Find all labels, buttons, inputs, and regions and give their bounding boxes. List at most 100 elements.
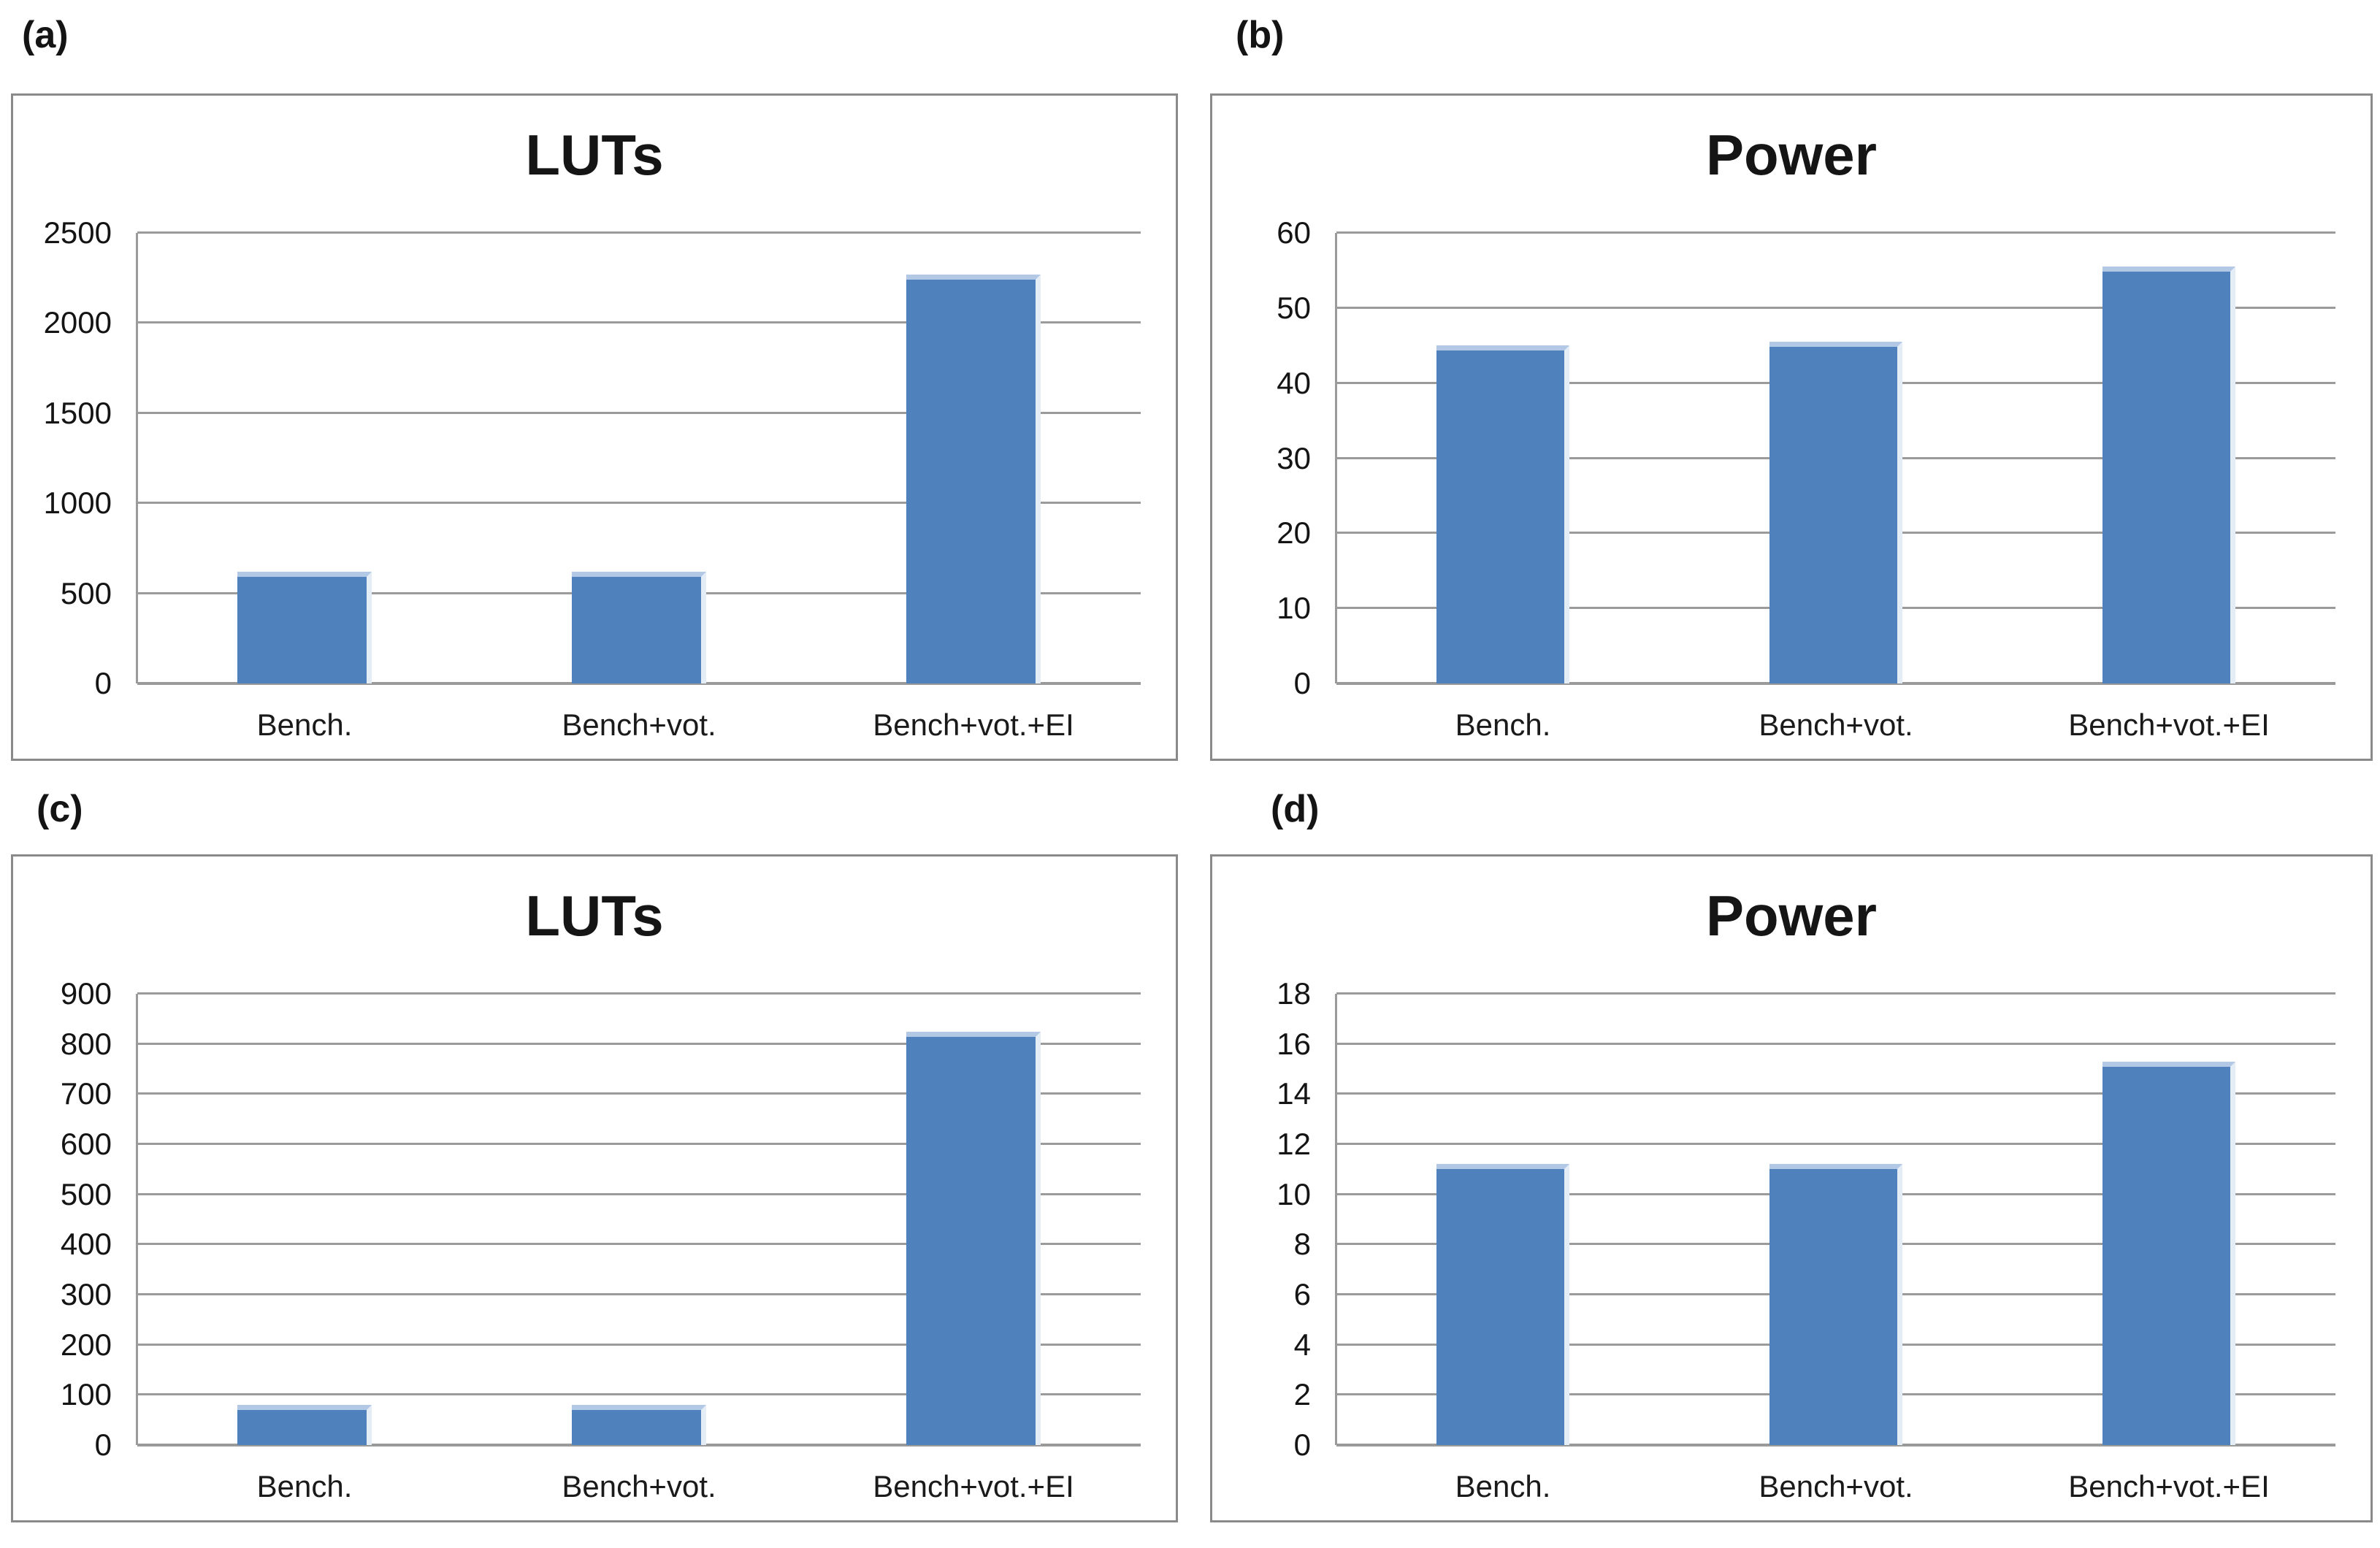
y-tick-label: 18 (1277, 976, 1311, 1011)
x-axis-label: Bench+vot.+EI (873, 1469, 1074, 1503)
y-tick-label: 500 (60, 575, 112, 610)
chart-title: Power (1705, 123, 1878, 187)
gridline (137, 1343, 1141, 1346)
chart-panel-c-luts: LUTs 0 100 200 300 400 500 600 700 800 900 Bench. Be… (11, 854, 1178, 1522)
gridline (1336, 992, 2335, 995)
x-axis-label: Bench. (1455, 708, 1551, 742)
gridline (1336, 1143, 2335, 1145)
bar-bench-vot- (572, 571, 706, 683)
bar-bench-vot- (1769, 1164, 1903, 1445)
gridline (137, 411, 1141, 414)
y-tick-label: 0 (1293, 666, 1311, 700)
x-axis-label: Bench+vot.+EI (2068, 1469, 2270, 1503)
bar-bench-vot- (572, 1405, 706, 1445)
gridline (137, 1393, 1141, 1396)
bar-bench-vot-ei (906, 1031, 1041, 1445)
y-axis-line (1335, 233, 1337, 683)
x-axis-label: Bench+vot.+EI (2068, 708, 2270, 742)
y-tick-label: 100 (60, 1377, 112, 1412)
chart-panel-b-power: Power 0 10 20 30 40 50 60 Bench. Bench+vot. Bench+… (1210, 93, 2373, 761)
y-tick-label: 6 (1293, 1277, 1311, 1311)
x-axis-label: Bench. (256, 708, 353, 742)
y-tick-label: 20 (1277, 516, 1311, 551)
y-tick-label: 12 (1277, 1127, 1311, 1161)
y-tick-label: 800 (60, 1026, 112, 1061)
y-tick-label: 0 (1293, 1428, 1311, 1462)
bar-bench-vot-ei (2102, 267, 2236, 683)
y-tick-label: 60 (1277, 215, 1311, 250)
y-tick-label: 14 (1277, 1076, 1311, 1111)
y-tick-label: 0 (94, 666, 112, 700)
bar-bench-vot-ei (2102, 1061, 2236, 1445)
y-tick-label: 30 (1277, 440, 1311, 475)
plot-area (1335, 992, 2335, 1447)
chart-panel-d-power: Power 0 2 4 6 8 10 12 14 16 18 Bench. Bench+vot. Benc… (1210, 854, 2373, 1522)
y-tick-label: 2500 (43, 215, 112, 250)
gridline (137, 1042, 1141, 1045)
y-tick-label: 1500 (43, 395, 112, 430)
bar-bench- (1436, 1164, 1570, 1445)
x-axis-label: Bench. (256, 1469, 353, 1503)
y-tick-label: 2 (1293, 1377, 1311, 1412)
gridline (1336, 231, 2335, 234)
y-tick-label: 600 (60, 1127, 112, 1161)
x-axis-label: Bench. (1455, 1469, 1551, 1503)
gridline (1336, 306, 2335, 309)
y-tick-label: 40 (1277, 365, 1311, 400)
chart-title: LUTs (525, 884, 664, 948)
x-axis-label: Bench+vot.+EI (873, 708, 1074, 742)
bar-bench-vot-ei (906, 274, 1041, 683)
gridline (137, 502, 1141, 505)
gridline (137, 321, 1141, 324)
gridline (137, 1243, 1141, 1246)
panel-label-a: (a) (22, 14, 69, 56)
y-tick-label: 0 (94, 1428, 112, 1462)
gridline (137, 992, 1141, 995)
bar-bench- (237, 1405, 372, 1445)
y-tick-label: 10 (1277, 591, 1311, 626)
x-axis-line (137, 1444, 1141, 1447)
y-tick-label: 50 (1277, 290, 1311, 325)
gridline (137, 231, 1141, 234)
y-tick-label: 700 (60, 1076, 112, 1111)
y-tick-label: 900 (60, 976, 112, 1011)
y-tick-label: 10 (1277, 1176, 1311, 1211)
gridline (137, 1092, 1141, 1095)
y-axis-line (1335, 994, 1337, 1445)
y-tick-label: 500 (60, 1176, 112, 1211)
gridline (137, 1192, 1141, 1195)
x-axis-label: Bench+vot. (562, 708, 716, 742)
x-axis-label: Bench+vot. (562, 1469, 716, 1503)
chart-title: LUTs (525, 123, 664, 187)
y-tick-label: 4 (1293, 1327, 1311, 1362)
panel-label-d: (d) (1271, 788, 1320, 830)
x-axis-line (137, 682, 1141, 685)
bar-bench- (1436, 345, 1570, 683)
x-axis-label: Bench+vot. (1759, 1469, 1913, 1503)
gridline (137, 1293, 1141, 1295)
panel-label-b: (b) (1236, 14, 1285, 56)
x-axis-line (1336, 682, 2335, 685)
y-tick-label: 200 (60, 1327, 112, 1362)
y-tick-label: 300 (60, 1277, 112, 1311)
plot-area (136, 231, 1141, 685)
panel-label-c: (c) (37, 788, 83, 830)
plot-area (136, 992, 1141, 1447)
gridline (1336, 1042, 2335, 1045)
y-axis-line (136, 994, 138, 1445)
x-axis-label: Bench+vot. (1759, 708, 1913, 742)
chart-panel-a-luts: LUTs 0 500 1000 1500 2000 2500 Bench. Bench+vot.… (11, 93, 1178, 761)
chart-title: Power (1705, 884, 1878, 948)
bar-bench-vot- (1769, 342, 1903, 683)
gridline (137, 1143, 1141, 1145)
bar-bench- (237, 571, 372, 683)
y-tick-label: 2000 (43, 305, 112, 340)
y-tick-label: 8 (1293, 1227, 1311, 1262)
y-tick-label: 400 (60, 1227, 112, 1262)
y-axis-line (136, 233, 138, 683)
plot-area (1335, 231, 2335, 685)
y-tick-label: 1000 (43, 486, 112, 521)
gridline (1336, 1092, 2335, 1095)
y-tick-label: 16 (1277, 1026, 1311, 1061)
